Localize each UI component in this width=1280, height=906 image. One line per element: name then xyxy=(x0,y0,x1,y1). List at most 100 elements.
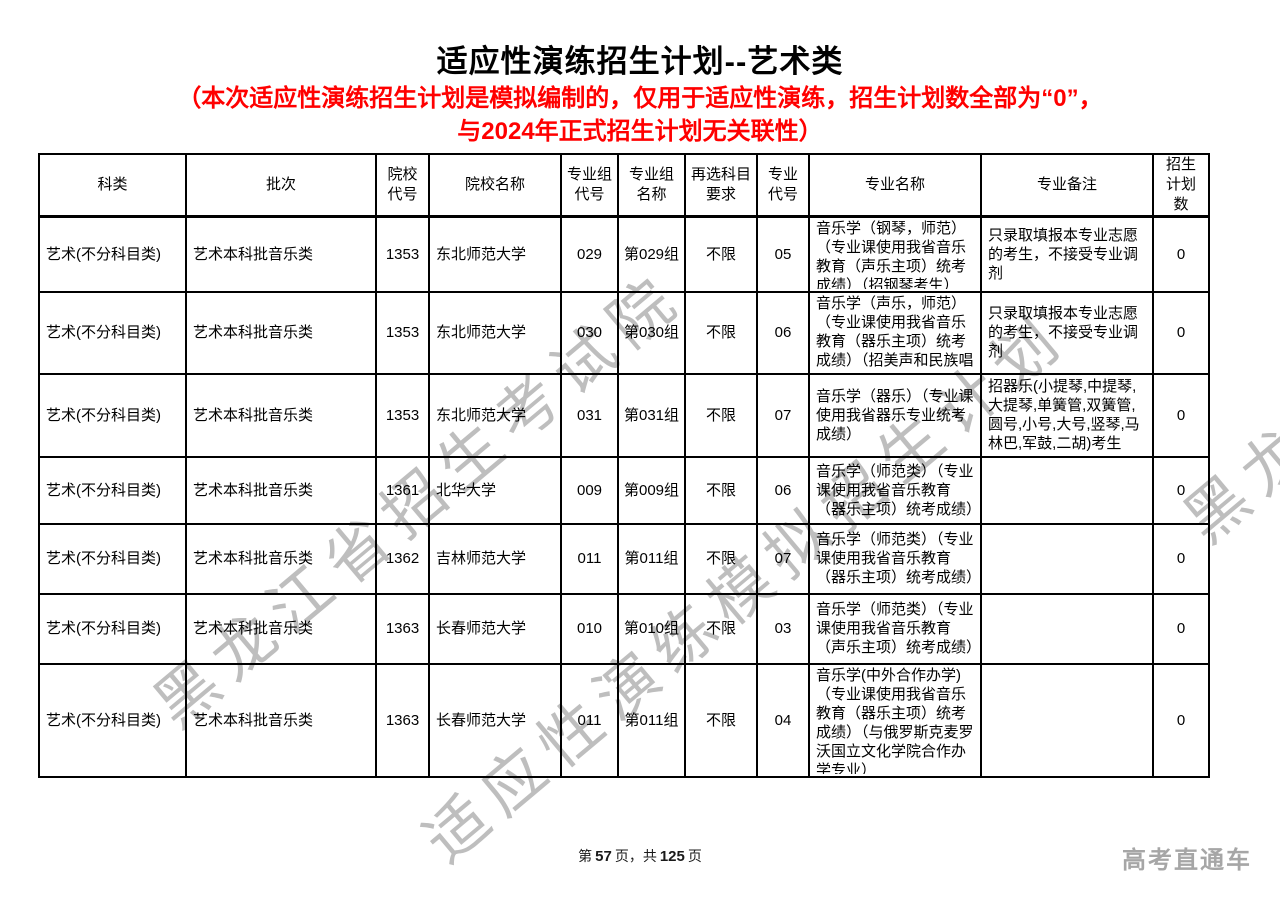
notice-line-2: 与2024年正式招生计划无关联性） xyxy=(457,118,823,145)
column-header: 院校名称 xyxy=(428,153,562,218)
table-cell: 艺术(不分科目类) xyxy=(38,372,187,458)
table-cell: 0 xyxy=(1152,662,1210,778)
table-cell: 艺术(不分科目类) xyxy=(38,455,187,525)
table-cell: 长春师范大学 xyxy=(428,592,562,665)
table-cell: 0 xyxy=(1152,290,1210,375)
table-cell: 音乐学(中外合作办学)（专业课使用我省音乐教育（器乐主项）统考成绩）（与俄罗斯克… xyxy=(808,662,982,778)
table-cell: 吉林师范大学 xyxy=(428,522,562,595)
page-number-mid: 页，共 xyxy=(614,848,657,864)
notice-line-1: （本次适应性演练招生计划是模拟编制的，仅用于适应性演练，招生计划数全部为“0”， xyxy=(177,85,1103,112)
table-cell: 0 xyxy=(1152,522,1210,595)
column-header: 专业名称 xyxy=(808,153,982,218)
table-head: 科类 批次 院校代号 院校名称 专业组代号 专业组名称 再选科目要求 专业代号 专业名称 专业备注… xyxy=(38,153,1210,218)
page-number-total: 125 xyxy=(659,848,685,865)
table-cell: 05 xyxy=(756,215,810,293)
table-cell: 第011组 xyxy=(617,662,686,778)
table-cell: 第011组 xyxy=(617,522,686,595)
table-cell: 06 xyxy=(756,455,810,525)
table-cell: 不限 xyxy=(684,522,758,595)
admission-plan-table: 科类 批次 院校代号 院校名称 专业组代号 专业组名称 再选科目要求 专业代号 专业名称 专业备注… xyxy=(38,153,1210,778)
table-cell: 第009组 xyxy=(617,455,686,525)
table-cell: 第031组 xyxy=(617,372,686,458)
table-cell: 010 xyxy=(560,592,619,665)
table-cell: 不限 xyxy=(684,662,758,778)
page-number-suffix: 页 xyxy=(687,848,702,864)
table-row: 艺术(不分科目类) 艺术本科批音乐类 1363 长春师范大学 011 第011组 不限 04 音… xyxy=(38,662,1210,778)
column-header: 专业备注 xyxy=(980,153,1154,218)
table-cell: 音乐学（师范类）（专业课使用我省音乐教育（器乐主项）统考成绩） xyxy=(808,522,982,595)
table-cell: 艺术(不分科目类) xyxy=(38,215,187,293)
table-cell: 不限 xyxy=(684,592,758,665)
table-row: 艺术(不分科目类) 艺术本科批音乐类 1353 东北师范大学 029 第029组 不限 05 音… xyxy=(38,215,1210,293)
page-number-current: 57 xyxy=(595,848,612,865)
column-header: 科类 xyxy=(38,153,187,218)
table-cell: 011 xyxy=(560,662,619,778)
column-header: 招生计划数 xyxy=(1152,153,1210,218)
table-cell xyxy=(980,592,1154,665)
table-cell: 第010组 xyxy=(617,592,686,665)
table-cell: 03 xyxy=(756,592,810,665)
table-cell: 0 xyxy=(1152,215,1210,293)
table-cell: 艺术本科批音乐类 xyxy=(185,290,377,375)
table-cell: 不限 xyxy=(684,290,758,375)
table-cell: 07 xyxy=(756,372,810,458)
table-cell: 只录取填报本专业志愿的考生，不接受专业调剂 xyxy=(980,290,1154,375)
table-cell: 0 xyxy=(1152,592,1210,665)
table-cell: 0 xyxy=(1152,372,1210,458)
table-cell: 东北师范大学 xyxy=(428,372,562,458)
table-cell xyxy=(980,522,1154,595)
table-cell: 艺术本科批音乐类 xyxy=(185,662,377,778)
table-cell: 长春师范大学 xyxy=(428,662,562,778)
table-cell: 音乐学（器乐）（专业课使用我省器乐专业统考成绩） xyxy=(808,372,982,458)
table-header-row: 科类 批次 院校代号 院校名称 专业组代号 专业组名称 再选科目要求 专业代号 专业名称 专业备注… xyxy=(38,153,1210,218)
table-cell: 1363 xyxy=(375,662,430,778)
table-cell: 艺术(不分科目类) xyxy=(38,662,187,778)
table-cell: 009 xyxy=(560,455,619,525)
table-cell: 艺术本科批音乐类 xyxy=(185,372,377,458)
table-cell: 不限 xyxy=(684,215,758,293)
table-cell xyxy=(980,455,1154,525)
table-cell: 030 xyxy=(560,290,619,375)
column-header: 批次 xyxy=(185,153,377,218)
table-cell: 0 xyxy=(1152,455,1210,525)
table-cell: 艺术(不分科目类) xyxy=(38,522,187,595)
table-cell: 1353 xyxy=(375,215,430,293)
page-title: 适应性演练招生计划--艺术类 xyxy=(436,44,844,79)
table-cell: 艺术本科批音乐类 xyxy=(185,522,377,595)
table-cell xyxy=(980,662,1154,778)
table-cell: 不限 xyxy=(684,372,758,458)
table-cell: 东北师范大学 xyxy=(428,215,562,293)
table-cell: 音乐学（师范类）（专业课使用我省音乐教育（声乐主项）统考成绩） xyxy=(808,592,982,665)
table-cell: 031 xyxy=(560,372,619,458)
table-cell: 只录取填报本专业志愿的考生，不接受专业调剂 xyxy=(980,215,1154,293)
table-row: 艺术(不分科目类) 艺术本科批音乐类 1353 东北师范大学 031 第031组 不限 07 音… xyxy=(38,372,1210,458)
table-row: 艺术(不分科目类) 艺术本科批音乐类 1362 吉林师范大学 011 第011组 不限 07 音… xyxy=(38,522,1210,595)
table-cell: 06 xyxy=(756,290,810,375)
table-cell: 029 xyxy=(560,215,619,293)
table-cell: 不限 xyxy=(684,455,758,525)
table-cell: 艺术本科批音乐类 xyxy=(185,592,377,665)
table-body: 艺术(不分科目类) 艺术本科批音乐类 1353 东北师范大学 029 第029组 不限 05 音… xyxy=(38,215,1210,778)
column-header: 院校代号 xyxy=(375,153,430,218)
table-cell: 音乐学（钢琴，师范）（专业课使用我省音乐教育（声乐主项）统考成绩）（招钢琴考生） xyxy=(808,215,982,293)
page-number: 第 57 页，共 125 页 xyxy=(0,846,1280,866)
column-header: 再选科目要求 xyxy=(684,153,758,218)
table-cell: 1353 xyxy=(375,372,430,458)
table-row: 艺术(不分科目类) 艺术本科批音乐类 1361 北华大学 009 第009组 不限 06 音乐学… xyxy=(38,455,1210,525)
table-cell: 艺术本科批音乐类 xyxy=(185,215,377,293)
table-cell: 04 xyxy=(756,662,810,778)
table-cell: 音乐学（师范类）（专业课使用我省音乐教育（器乐主项）统考成绩） xyxy=(808,455,982,525)
table-cell: 第029组 xyxy=(617,215,686,293)
table-cell: 1361 xyxy=(375,455,430,525)
brand-watermark: 高考直通车 xyxy=(1122,847,1252,874)
table-cell: 艺术(不分科目类) xyxy=(38,592,187,665)
column-header: 专业组代号 xyxy=(560,153,619,218)
table-cell: 艺术(不分科目类) xyxy=(38,290,187,375)
table-cell: 07 xyxy=(756,522,810,595)
column-header: 专业组名称 xyxy=(617,153,686,218)
table-cell: 1353 xyxy=(375,290,430,375)
table-row: 艺术(不分科目类) 艺术本科批音乐类 1353 东北师范大学 030 第030组 不限 06 音… xyxy=(38,290,1210,375)
table-cell: 东北师范大学 xyxy=(428,290,562,375)
table-cell: 北华大学 xyxy=(428,455,562,525)
